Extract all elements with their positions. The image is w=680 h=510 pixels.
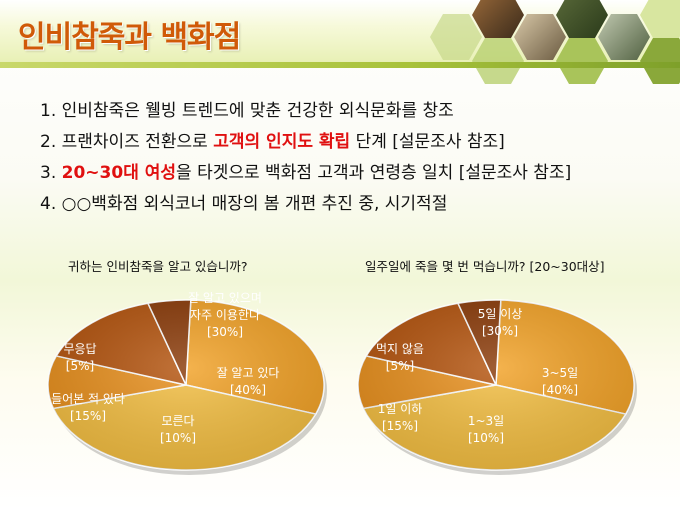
pie-slice-label: 잘 알고 있으며 자주 이용한다 [30%] — [188, 291, 262, 339]
chart-2-question: 일주일에 죽을 몇 번 먹습니까? [20~30대상] — [365, 259, 605, 274]
pie-slice-label: 1일 이하 [15%] — [378, 402, 423, 433]
title-bar: 인비참죽과 백화점 — [0, 0, 680, 84]
bullet-item-4: 4. ○○백화점 외식코너 매장의 봄 개편 추진 중, 시기적절 — [40, 194, 448, 214]
pie-slice-label: 잘 알고 있다 [40%] — [217, 366, 280, 397]
bullet-list: 1. 인비참죽은 웰빙 트렌드에 맞춘 건강한 외식문화를 창조 2. 프랜차이… — [40, 96, 660, 220]
bullet-item-3: 3. 20~30대 여성을 타겟으로 백화점 고객과 연령층 일치 [설문조사 … — [40, 163, 572, 183]
pie-slice-label: 들어본 적 있다 [15%] — [51, 392, 125, 423]
bullet-item-2: 2. 프랜차이즈 전환으로 고객의 인지도 확립 단계 [설문조사 참조] — [40, 132, 505, 152]
pie-slice-label: 모른다 [10%] — [160, 414, 196, 445]
hexagon-decoration — [420, 0, 680, 84]
pie-chart-1: 잘 알고 있으며 자주 이용한다 [30%] 잘 알고 있다 [40%] 모른다 [10%]… — [47, 291, 327, 475]
pie-chart-2: 5일 이상 [30%] 3~5일 [40%] 1~3일 [10%] 1일 이하 [15%] 먹지… — [357, 299, 637, 475]
pie-slice-label: 무응답 [5%] — [63, 342, 96, 373]
title-underline — [0, 62, 680, 68]
bullet-item-1: 1. 인비참죽은 웰빙 트렌드에 맞춘 건강한 외식문화를 창조 — [40, 101, 454, 121]
chart-1-question: 귀하는 인비참죽을 알고 있습니까? — [68, 259, 248, 274]
page-title: 인비참죽과 백화점 — [18, 20, 241, 55]
pie-slice-label: 먹지 않음 [5%] — [376, 342, 424, 373]
pie-slice-label: 1~3일 [10%] — [468, 414, 504, 445]
pie-slice-label: 3~5일 [40%] — [542, 366, 578, 397]
pie-slice-label: 5일 이상 [30%] — [478, 307, 523, 338]
